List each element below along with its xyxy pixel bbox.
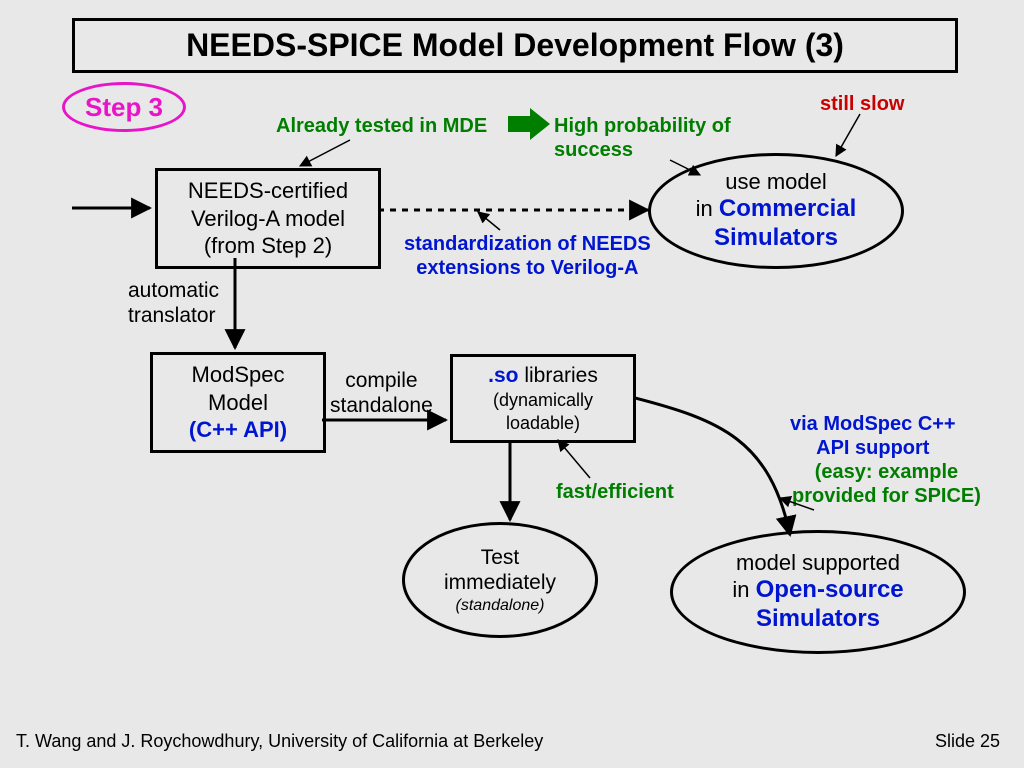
text: in Open-source [732,576,903,605]
slide-title: NEEDS-SPICE Model Development Flow (3) [72,18,958,73]
text: Verilog-A model [168,205,368,233]
text: Test [481,545,520,570]
ellipse-commercial: use model in Commercial Simulators [648,153,904,269]
label-easy: (easy: exampleprovided for SPICE) [792,460,981,508]
text: loadable) [463,412,623,435]
label-via-modspec: via ModSpec C++API support [790,412,956,460]
label-automatic: automatictranslator [128,278,219,328]
text: model supported [736,550,900,576]
text: immediately [444,570,556,595]
box-veriloga: NEEDS-certified Verilog-A model (from St… [155,168,381,269]
text: Simulators [714,224,838,253]
label-high-prob: High probability ofsuccess [554,114,731,162]
ellipse-test: Test immediately (standalone) [402,522,598,638]
box-modspec: ModSpec Model (C++ API) [150,352,326,453]
text: (dynamically [463,389,623,412]
text: Simulators [756,605,880,634]
label-fast: fast/efficient [556,480,674,504]
text: .so libraries [463,363,623,389]
step-badge: Step 3 [62,82,186,132]
footer-slide-number: Slide 25 [935,731,1000,752]
footer-authors: T. Wang and J. Roychowdhury, University … [16,731,543,752]
text: use model [725,169,827,195]
arrow-right-icon [508,108,550,140]
text: Model [163,389,313,417]
text: (standalone) [456,596,545,615]
label-still-slow: still slow [820,92,904,116]
text: in Commercial [696,195,857,224]
label-compile: compilestandalone [330,368,433,418]
text: NEEDS-certified [168,177,368,205]
label-standardization: standardization of NEEDSextensions to Ve… [404,232,651,280]
label-already-tested: Already tested in MDE [276,114,487,138]
text: (from Step 2) [168,232,368,260]
ellipse-opensource: model supported in Open-source Simulator… [670,530,966,654]
box-solib: .so libraries (dynamically loadable) [450,354,636,443]
text: (C++ API) [163,416,313,444]
text: ModSpec [163,361,313,389]
